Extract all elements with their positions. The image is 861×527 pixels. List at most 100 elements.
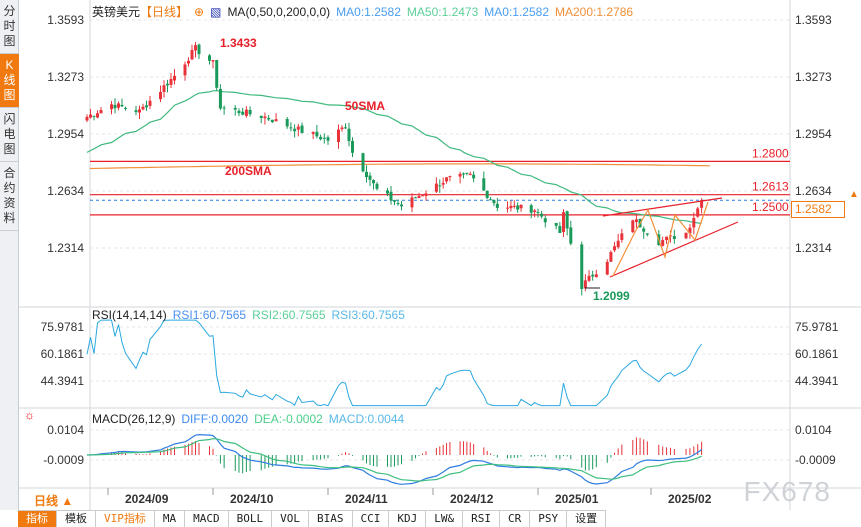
toolbar-button[interactable]: LW& (426, 511, 464, 527)
candle (609, 252, 613, 262)
toolbar-button[interactable]: PSY (530, 511, 568, 527)
candle (512, 205, 516, 207)
toolbar-button[interactable]: KDJ (389, 511, 427, 527)
candle (233, 107, 237, 110)
toolbar-button[interactable]: BOLL (229, 511, 273, 527)
macd-title: MACD(26,12,9) (92, 412, 176, 426)
candle (124, 107, 127, 109)
chart-canvas[interactable]: 1.2800 1.2613 1.2500 1.3433 1.2099 50SMA 200SM… (0, 0, 861, 510)
macd-axis-label: 0.0104 (47, 423, 84, 437)
indicator-name[interactable]: MA(0,50,0,200,0,0) (227, 5, 331, 19)
indicator-icon[interactable]: ▧ (210, 5, 222, 19)
candle (351, 140, 354, 153)
toolbar-button[interactable]: BIAS (309, 511, 353, 527)
candle (620, 233, 624, 240)
toolbar-button[interactable]: 模板 (57, 511, 96, 527)
candle (489, 199, 493, 201)
period-label: 【日线】 (140, 5, 189, 19)
candle (340, 127, 344, 130)
candle (365, 171, 368, 178)
candle (293, 128, 297, 132)
candle (616, 240, 620, 248)
toolbar-button[interactable]: MACD (185, 511, 229, 527)
rsi-axis-label-right: 44.3941 (795, 374, 839, 388)
macd-axis-label-right: 0.0104 (795, 423, 832, 437)
candle (642, 228, 646, 232)
candle (315, 131, 319, 137)
candle (665, 236, 669, 241)
candle (424, 193, 428, 196)
candle (197, 44, 201, 55)
price-axis-right-label: 1.2314 (795, 241, 832, 255)
candle (241, 111, 245, 115)
ma200-value: MA200:1.2786 (555, 5, 634, 19)
toolbar-button[interactable]: 设置 (567, 511, 607, 527)
scroll-up-icon[interactable]: ▲ (849, 189, 859, 200)
candle (417, 196, 421, 199)
candle (438, 185, 442, 187)
sma200-label: 200SMA (225, 164, 272, 178)
candle (400, 204, 403, 207)
macd-header: MACD(26,12,9) DIFF:0.0020 DEA:-0.0002 MACD:… (92, 412, 410, 426)
candle (554, 222, 558, 226)
candle (110, 104, 113, 110)
candle (162, 85, 166, 92)
toolbar-button[interactable]: VOL (272, 511, 309, 527)
candle (506, 207, 510, 209)
toolbar-button[interactable]: 指标 (18, 511, 57, 527)
toolbar-button[interactable]: VIP指标 (96, 511, 155, 527)
toolbar-button[interactable]: RSI (463, 511, 500, 527)
x-axis-label: 2024/10 (230, 492, 274, 506)
period-button[interactable]: 日线 ▲ (34, 494, 74, 508)
candle (270, 119, 274, 123)
diff-value: DIFF:0.0020 (181, 412, 249, 426)
candle (169, 78, 173, 85)
candle (482, 178, 486, 191)
candle (434, 183, 438, 192)
price-axis-left-label: 1.2314 (47, 241, 84, 255)
sidebar-tab-contract[interactable]: 合约资料 (0, 162, 19, 231)
candle (472, 174, 476, 179)
candle (688, 227, 692, 234)
candle (375, 183, 379, 189)
candle (562, 212, 566, 232)
candle (492, 200, 496, 204)
candle (159, 91, 162, 100)
sidebar-tab-timeshare[interactable]: 分时图 (0, 0, 19, 54)
candle (300, 125, 304, 133)
candle (519, 204, 523, 209)
toolbar-button[interactable]: CCI (353, 511, 390, 527)
candle (587, 275, 591, 281)
toolbar-button[interactable]: MA (155, 511, 186, 527)
candle (580, 244, 584, 289)
ma0b-value: MA0:1.2582 (484, 5, 549, 19)
candle (322, 137, 326, 139)
rsi-axis-label: 75.9781 (40, 320, 84, 334)
sidebar-tab-flash[interactable]: 闪电图 (0, 108, 19, 162)
candle (222, 107, 226, 109)
toolbar-button[interactable]: CR (500, 511, 531, 527)
rsi-title: RSI(14,14,14) (92, 308, 167, 322)
candle (326, 137, 330, 141)
ma0-value: MA0:1.2582 (336, 5, 401, 19)
x-axis-label: 2024/12 (450, 492, 494, 506)
candle (445, 177, 449, 182)
crosshair-icon[interactable]: ⊕ (194, 5, 205, 19)
candle (692, 218, 696, 228)
candle (285, 118, 289, 127)
settings-sun-icon[interactable]: ☼ (24, 408, 35, 422)
candle (441, 182, 445, 185)
candle (485, 190, 489, 198)
sidebar: 分时图 K线图 闪电图 合约资料 (0, 0, 19, 510)
candle (99, 110, 103, 114)
sidebar-tab-kline[interactable]: K线图 (0, 54, 19, 108)
candle (410, 197, 414, 208)
candle (96, 113, 99, 118)
candle (509, 205, 513, 209)
candle (166, 83, 169, 86)
candle (208, 55, 211, 61)
level-label: 1.2613 (752, 180, 789, 194)
rsi3-value: RSI3:60.7565 (331, 308, 405, 322)
candle (372, 180, 375, 184)
candle (389, 191, 393, 201)
